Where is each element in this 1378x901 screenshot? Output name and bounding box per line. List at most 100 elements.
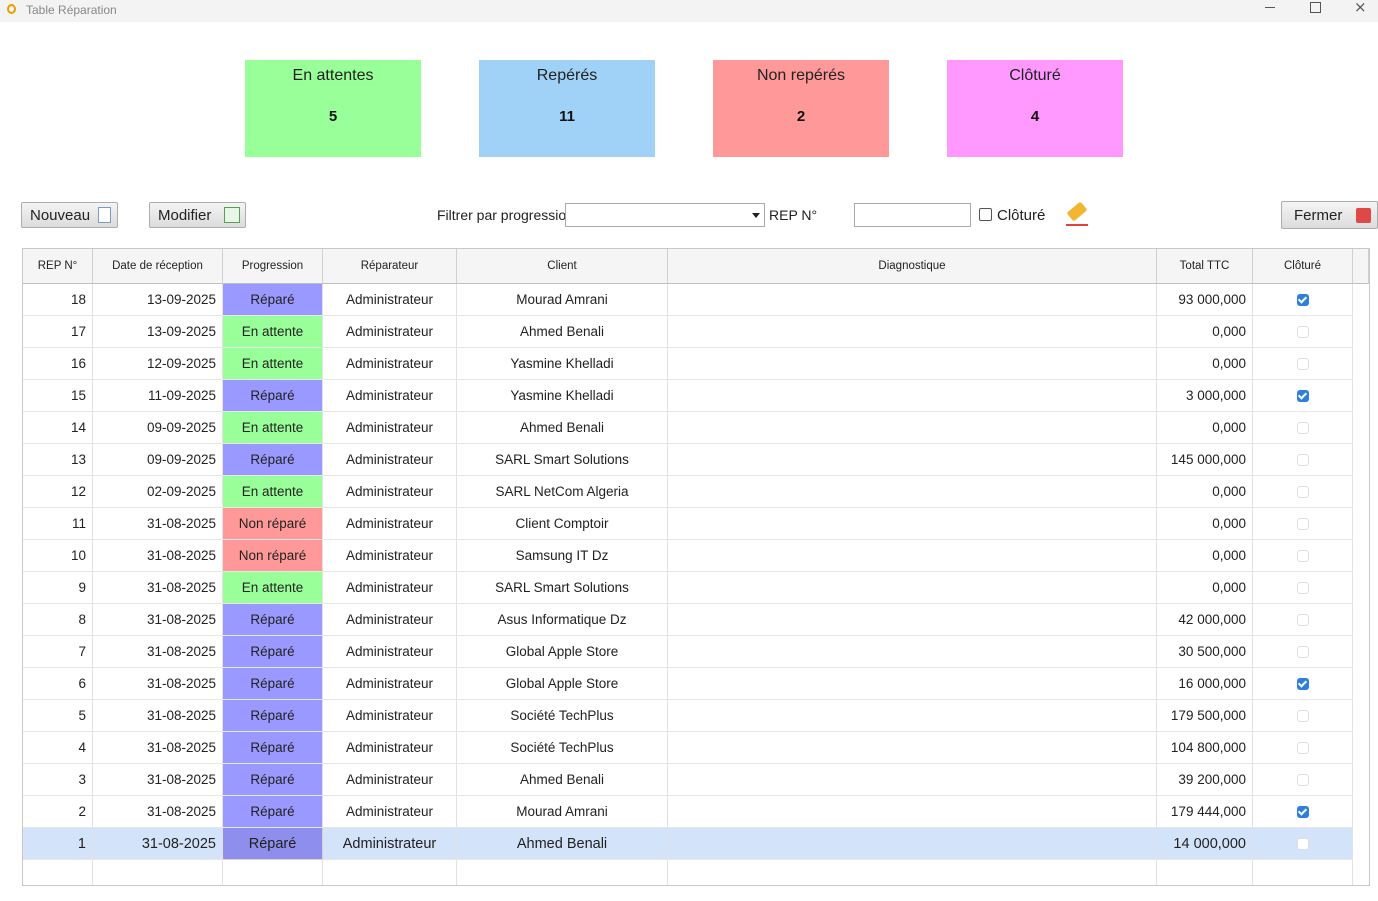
column-header[interactable]: Client [457, 249, 668, 284]
client-cell[interactable]: Yasmine Khelladi [457, 348, 668, 380]
cloture-cell[interactable] [1253, 828, 1353, 860]
cloture-cell[interactable] [1253, 668, 1353, 700]
date-cell[interactable]: 31-08-2025 [93, 572, 223, 604]
date-cell[interactable]: 31-08-2025 [93, 732, 223, 764]
rep-cell[interactable]: 17 [23, 316, 93, 348]
date-cell[interactable]: 13-09-2025 [93, 284, 223, 316]
total-cell[interactable]: 30 500,000 [1157, 636, 1253, 668]
edit-button[interactable]: Modifier [149, 202, 246, 228]
cloture-cell[interactable] [1253, 316, 1353, 348]
progression-cell[interactable]: En attente [223, 316, 323, 348]
cloture-cell[interactable] [1253, 540, 1353, 572]
diagnostic-cell[interactable] [668, 380, 1157, 412]
progression-cell[interactable]: Réparé [223, 444, 323, 476]
minimize[interactable] [1265, 7, 1275, 8]
column-header[interactable]: REP N° [23, 249, 93, 284]
total-cell[interactable]: 0,000 [1157, 412, 1253, 444]
date-cell[interactable]: 31-08-2025 [93, 668, 223, 700]
cloture-cell[interactable] [1253, 508, 1353, 540]
column-header[interactable]: Date de réception [93, 249, 223, 284]
diagnostic-cell[interactable] [668, 412, 1157, 444]
column-header[interactable]: Total TTC [1157, 249, 1253, 284]
client-cell[interactable]: Asus Informatique Dz [457, 604, 668, 636]
closed-checkbox[interactable] [1296, 837, 1309, 850]
reparateur-cell[interactable]: Administrateur [323, 412, 457, 444]
cloture-cell[interactable] [1253, 732, 1353, 764]
reparateur-cell[interactable]: Administrateur [323, 476, 457, 508]
total-cell[interactable]: 0,000 [1157, 316, 1253, 348]
close-window[interactable]: × [1354, 0, 1367, 16]
rep-cell[interactable]: 5 [23, 700, 93, 732]
diagnostic-cell[interactable] [668, 540, 1157, 572]
closed-checkbox[interactable] [1296, 709, 1309, 722]
reparateur-cell[interactable]: Administrateur [323, 828, 457, 860]
cloture-cell[interactable] [1253, 412, 1353, 444]
client-cell[interactable]: Ahmed Benali [457, 764, 668, 796]
diagnostic-cell[interactable] [668, 668, 1157, 700]
diagnostic-cell[interactable] [668, 444, 1157, 476]
reparateur-cell[interactable]: Administrateur [323, 380, 457, 412]
total-cell[interactable]: 0,000 [1157, 572, 1253, 604]
reparateur-cell[interactable]: Administrateur [323, 668, 457, 700]
total-cell[interactable]: 93 000,000 [1157, 284, 1253, 316]
total-cell[interactable]: 179 500,000 [1157, 700, 1253, 732]
client-cell[interactable]: Client Comptoir [457, 508, 668, 540]
date-cell[interactable]: 09-09-2025 [93, 444, 223, 476]
cloture-cell[interactable] [1253, 444, 1353, 476]
date-cell[interactable]: 31-08-2025 [93, 604, 223, 636]
reparateur-cell[interactable]: Administrateur [323, 796, 457, 828]
client-cell[interactable]: Société TechPlus [457, 700, 668, 732]
total-cell[interactable]: 0,000 [1157, 348, 1253, 380]
total-cell[interactable]: 0,000 [1157, 540, 1253, 572]
client-cell[interactable]: Ahmed Benali [457, 828, 668, 860]
diagnostic-cell[interactable] [668, 508, 1157, 540]
date-cell[interactable]: 31-08-2025 [93, 540, 223, 572]
rep-cell[interactable]: 18 [23, 284, 93, 316]
cloture-cell[interactable] [1253, 636, 1353, 668]
rep-cell[interactable]: 7 [23, 636, 93, 668]
closed-checkbox[interactable] [1296, 517, 1309, 530]
reparateur-cell[interactable]: Administrateur [323, 284, 457, 316]
cloture-cell[interactable] [1253, 604, 1353, 636]
total-cell[interactable]: 145 000,000 [1157, 444, 1253, 476]
rep-cell[interactable]: 4 [23, 732, 93, 764]
closed-checkbox[interactable] [1296, 357, 1309, 370]
total-cell[interactable]: 42 000,000 [1157, 604, 1253, 636]
reparateur-cell[interactable]: Administrateur [323, 572, 457, 604]
cloture-cell[interactable] [1253, 764, 1353, 796]
total-cell[interactable]: 39 200,000 [1157, 764, 1253, 796]
client-cell[interactable]: SARL NetCom Algeria [457, 476, 668, 508]
date-cell[interactable]: 02-09-2025 [93, 476, 223, 508]
diagnostic-cell[interactable] [668, 476, 1157, 508]
closed-checkbox[interactable] [979, 208, 992, 221]
diagnostic-cell[interactable] [668, 348, 1157, 380]
progression-cell[interactable]: Réparé [223, 604, 323, 636]
diagnostic-cell[interactable] [668, 732, 1157, 764]
progression-cell[interactable]: Réparé [223, 796, 323, 828]
progression-cell[interactable]: Réparé [223, 828, 323, 860]
reparateur-cell[interactable]: Administrateur [323, 444, 457, 476]
client-cell[interactable]: Ahmed Benali [457, 316, 668, 348]
progression-cell[interactable]: Réparé [223, 764, 323, 796]
date-cell[interactable]: 31-08-2025 [93, 764, 223, 796]
progression-cell[interactable]: En attente [223, 476, 323, 508]
cloture-cell[interactable] [1253, 476, 1353, 508]
client-cell[interactable]: Global Apple Store [457, 668, 668, 700]
date-cell[interactable]: 31-08-2025 [93, 700, 223, 732]
progression-filter[interactable] [565, 203, 765, 227]
client-cell[interactable]: SARL Smart Solutions [457, 572, 668, 604]
client-cell[interactable]: Yasmine Khelladi [457, 380, 668, 412]
rep-cell[interactable]: 16 [23, 348, 93, 380]
rep-cell[interactable]: 15 [23, 380, 93, 412]
rep-cell[interactable]: 8 [23, 604, 93, 636]
reparateur-cell[interactable]: Administrateur [323, 700, 457, 732]
progression-cell[interactable]: Non réparé [223, 540, 323, 572]
close-button[interactable]: Fermer [1281, 201, 1378, 229]
reparateur-cell[interactable]: Administrateur [323, 764, 457, 796]
column-header[interactable]: Clôturé [1253, 249, 1353, 284]
reparateur-cell[interactable]: Administrateur [323, 636, 457, 668]
total-cell[interactable]: 0,000 [1157, 476, 1253, 508]
diagnostic-cell[interactable] [668, 636, 1157, 668]
cloture-cell[interactable] [1253, 572, 1353, 604]
clear-filter[interactable] [1066, 201, 1088, 222]
